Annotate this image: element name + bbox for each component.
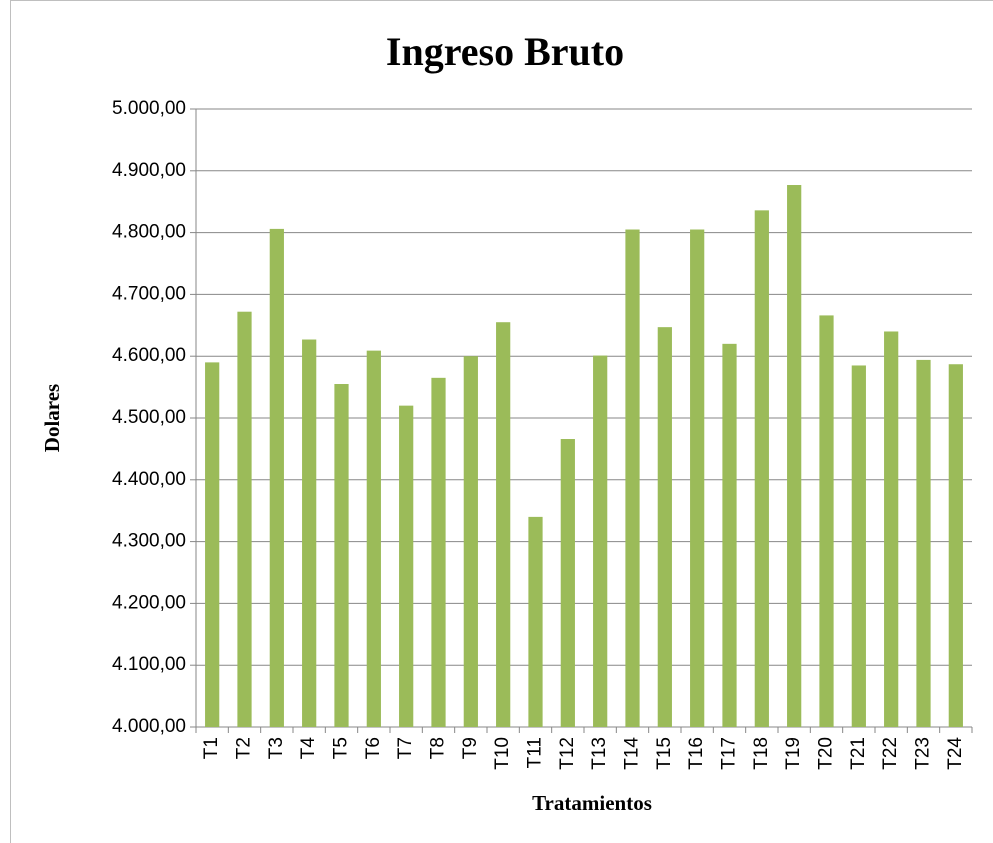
x-tick-label: T8 <box>428 737 449 759</box>
x-axis-label: Tratamientos <box>532 791 652 815</box>
x-tick-label: T10 <box>492 737 513 770</box>
bar <box>690 229 705 727</box>
bar <box>496 322 511 727</box>
bar <box>463 356 478 727</box>
bar <box>819 315 834 727</box>
y-tick-label: 4.800,00 <box>112 222 186 243</box>
x-tick-label: T11 <box>525 737 546 768</box>
bar <box>916 359 931 727</box>
y-tick-label: 4.000,00 <box>112 716 186 737</box>
x-tick-label: T21 <box>848 737 869 770</box>
y-tick-label: 4.500,00 <box>112 407 186 428</box>
y-tick-label: 4.200,00 <box>112 592 186 613</box>
x-tick-label: T14 <box>622 737 643 770</box>
bar <box>528 516 543 727</box>
bar <box>787 185 802 727</box>
y-tick-label: 4.700,00 <box>112 283 186 304</box>
y-tick-label: 4.600,00 <box>112 345 186 366</box>
x-tick-label: T2 <box>234 737 255 759</box>
x-tick-label: T15 <box>654 737 675 770</box>
x-tick-label: T24 <box>945 737 966 770</box>
x-tick-label: T17 <box>719 737 740 770</box>
x-tick-label: T22 <box>880 737 901 770</box>
y-tick-label: 4.900,00 <box>112 160 186 181</box>
x-tick-label: T18 <box>751 737 772 770</box>
bar <box>560 439 575 727</box>
x-tick-label: T5 <box>331 737 352 759</box>
y-tick-label: 4.400,00 <box>112 469 186 490</box>
y-tick-label: 5.000,00 <box>112 98 186 119</box>
bar <box>334 384 349 727</box>
x-tick-label: T6 <box>363 737 384 759</box>
x-tick-label: T3 <box>266 737 287 759</box>
bar <box>948 364 963 727</box>
x-tick-label: T23 <box>913 737 934 770</box>
bar <box>593 355 608 727</box>
bar <box>205 362 220 727</box>
bar <box>237 311 252 727</box>
y-tick-label: 4.300,00 <box>112 531 186 552</box>
bar <box>722 343 737 727</box>
bar <box>366 350 381 727</box>
x-tick-label: T12 <box>557 737 578 770</box>
bar <box>754 210 769 728</box>
x-tick-label: T16 <box>686 737 707 770</box>
x-tick-label: T9 <box>460 737 481 759</box>
x-tick-label: T20 <box>816 737 837 770</box>
bar <box>302 339 317 727</box>
bar <box>269 228 284 727</box>
chart-title: Ingreso Bruto <box>386 29 624 74</box>
bar <box>431 377 446 727</box>
chart-border <box>10 0 993 843</box>
x-tick-label: T1 <box>201 737 222 759</box>
bar <box>851 365 866 727</box>
bar <box>625 229 640 727</box>
bar <box>399 405 414 727</box>
x-tick-label: T19 <box>783 737 804 770</box>
x-tick-label: T4 <box>298 737 319 760</box>
x-tick-label: T7 <box>395 737 416 759</box>
y-tick-label: 4.100,00 <box>112 654 186 675</box>
bar <box>884 331 899 727</box>
bar <box>657 327 672 727</box>
x-tick-label: T13 <box>589 737 610 770</box>
y-axis-label: Dolares <box>40 384 64 452</box>
